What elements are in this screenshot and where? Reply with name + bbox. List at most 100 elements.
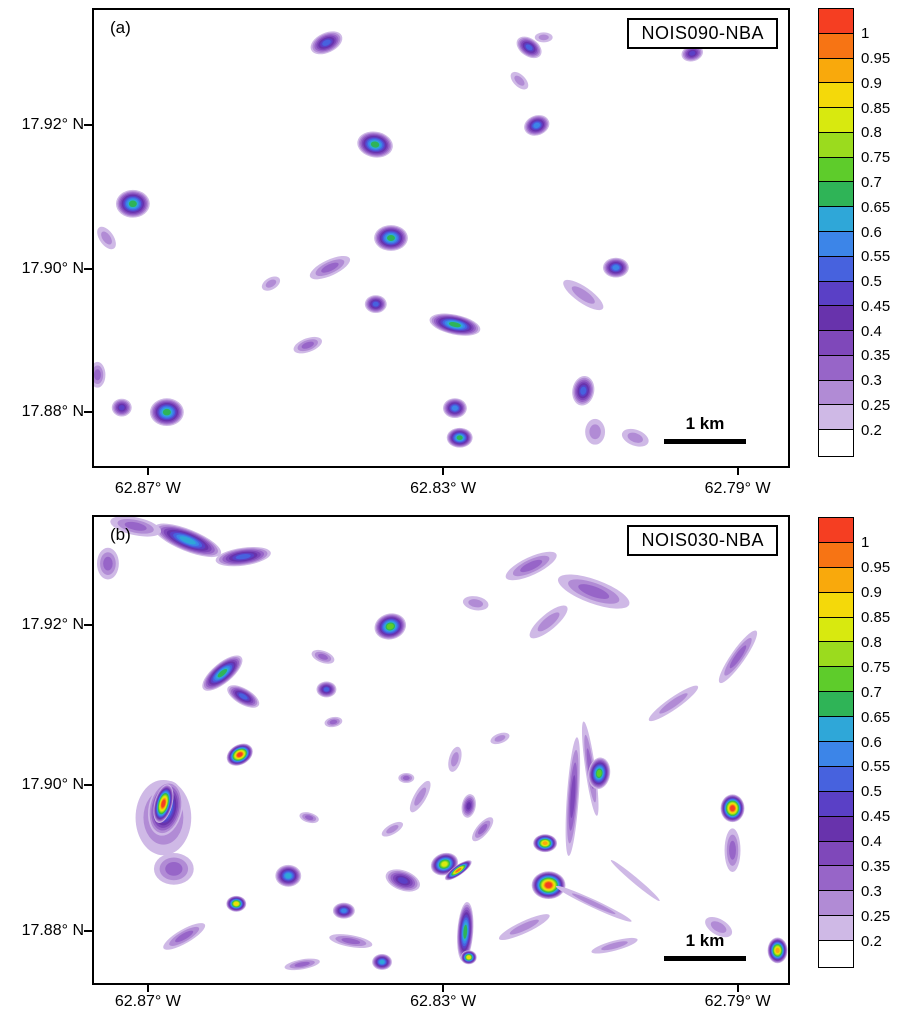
scale-bar-line-a — [664, 439, 746, 444]
colorbar-cell — [819, 941, 853, 966]
colorbar-tick-label: 0.6 — [861, 223, 882, 241]
colorbar-cell — [819, 355, 853, 381]
contour-feature — [110, 517, 162, 537]
contour-feature — [111, 398, 132, 417]
contour-feature — [309, 255, 351, 280]
contour-feature — [153, 853, 194, 885]
colorbar-tick-label: 0.3 — [861, 882, 882, 900]
contour-feature — [472, 817, 494, 842]
colorbar-cell — [819, 9, 853, 34]
contour-feature — [446, 427, 473, 448]
colorbar-tick-label: 0.45 — [861, 808, 891, 826]
colorbar-tick-label: 0.9 — [861, 584, 882, 602]
colorbar-cell — [819, 717, 853, 742]
contour-feature — [533, 834, 558, 853]
contour-feature — [718, 630, 758, 684]
colorbar-cell — [819, 132, 853, 158]
colorbar-tick-label: 1 — [861, 25, 870, 43]
colorbar-cell — [819, 816, 853, 842]
contour-feature — [293, 336, 322, 354]
colorbar-cell — [819, 157, 853, 183]
x-axis-tick-label: 62.79° W — [704, 480, 771, 497]
x-axis-tick-label: 62.83° W — [410, 993, 477, 1010]
colorbar-cell — [819, 766, 853, 792]
colorbar-tick-label: 0.35 — [861, 347, 891, 365]
contour-feature — [374, 613, 407, 640]
y-axis-tick-label: 17.90° N — [21, 260, 84, 278]
x-axis-tick-label: 62.87° W — [114, 993, 181, 1010]
contour-feature — [648, 685, 699, 722]
colorbar-tick-label: 0.9 — [861, 74, 882, 92]
contour-feature — [332, 902, 355, 919]
panel-label-b: (b) — [110, 525, 131, 544]
colorbar-tick-label: 0.85 — [861, 609, 891, 627]
x-axis-tick — [736, 985, 739, 992]
colorbar-tick-label: 0.4 — [861, 833, 882, 851]
scale-bar-label-a: 1 km — [685, 414, 725, 433]
x-axis-tick-label: 62.83° W — [410, 480, 477, 497]
colorbar-tick-label: 0.85 — [861, 99, 891, 117]
colorbar-tick-label: 0.75 — [861, 149, 891, 167]
colorbar-tick-label: 0.7 — [861, 683, 882, 701]
colorbar-tick-label: 1 — [861, 534, 870, 552]
contour-feature — [490, 732, 510, 745]
colorbar-tick-label: 0.25 — [861, 396, 891, 414]
x-axis-tick — [442, 985, 445, 992]
colorbar-cell — [819, 567, 853, 593]
colorbar-tick-label: 0.25 — [861, 907, 891, 925]
panel-label-a: (a) — [110, 18, 131, 37]
contour-feature — [310, 31, 343, 55]
y-axis-tick — [84, 410, 92, 413]
contour-feature — [529, 605, 568, 639]
colorbar-cell — [819, 281, 853, 307]
colorbar-cell — [819, 256, 853, 282]
colorbar-cell — [819, 380, 853, 406]
y-axis-tick — [84, 624, 92, 627]
contour-field-a — [94, 31, 704, 448]
contour-feature — [621, 428, 649, 447]
colorbar-cell — [819, 83, 853, 109]
colorbar-cell — [819, 916, 853, 942]
y-axis-tick-label: 17.88° N — [21, 402, 84, 420]
contour-feature — [444, 860, 472, 881]
colorbar-cell — [819, 33, 853, 59]
contour-feature — [555, 885, 632, 922]
contour-feature — [261, 276, 281, 291]
contour-feature — [275, 864, 302, 887]
colorbar-tick-label: 0.95 — [861, 559, 891, 577]
contour-feature — [430, 852, 459, 876]
colorbar-tick-label: 0.7 — [861, 173, 882, 191]
colorbar-cell — [819, 791, 853, 817]
colorbar — [818, 8, 854, 457]
colorbar-cell — [819, 108, 853, 133]
colorbar-tick-label: 0.4 — [861, 322, 882, 340]
colorbar-cell — [819, 306, 853, 332]
contour-feature — [381, 821, 404, 837]
y-axis-tick-label: 17.92° N — [21, 616, 84, 634]
contour-feature — [149, 398, 184, 427]
x-axis-tick — [146, 985, 149, 992]
map-panel-b: (b) NOIS030-NBA 1 km — [92, 515, 790, 985]
y-axis-tick — [84, 124, 92, 127]
contour-feature — [720, 794, 745, 823]
contour-feature — [457, 902, 474, 962]
contour-feature — [154, 523, 222, 558]
contour-feature — [311, 649, 335, 664]
scale-bar-b: 1 km — [664, 931, 746, 961]
x-axis-tick — [736, 468, 739, 475]
scale-bar-a: 1 km — [664, 414, 746, 444]
colorbar-cell — [819, 405, 853, 431]
colorbar-cell — [819, 232, 853, 257]
colorbar-cell — [819, 182, 853, 208]
colorbar-cell — [819, 692, 853, 718]
contour-feature — [153, 784, 174, 823]
contour-feature — [705, 916, 733, 938]
contour-feature — [563, 279, 604, 311]
colorbar-tick-label: 0.5 — [861, 783, 882, 801]
colorbar-tick-label: 0.2 — [861, 932, 882, 950]
contour-feature — [115, 189, 150, 218]
contour-feature — [462, 596, 489, 611]
contour-feature — [316, 681, 337, 698]
colorbar-cell — [819, 742, 853, 767]
contour-feature — [226, 895, 247, 912]
